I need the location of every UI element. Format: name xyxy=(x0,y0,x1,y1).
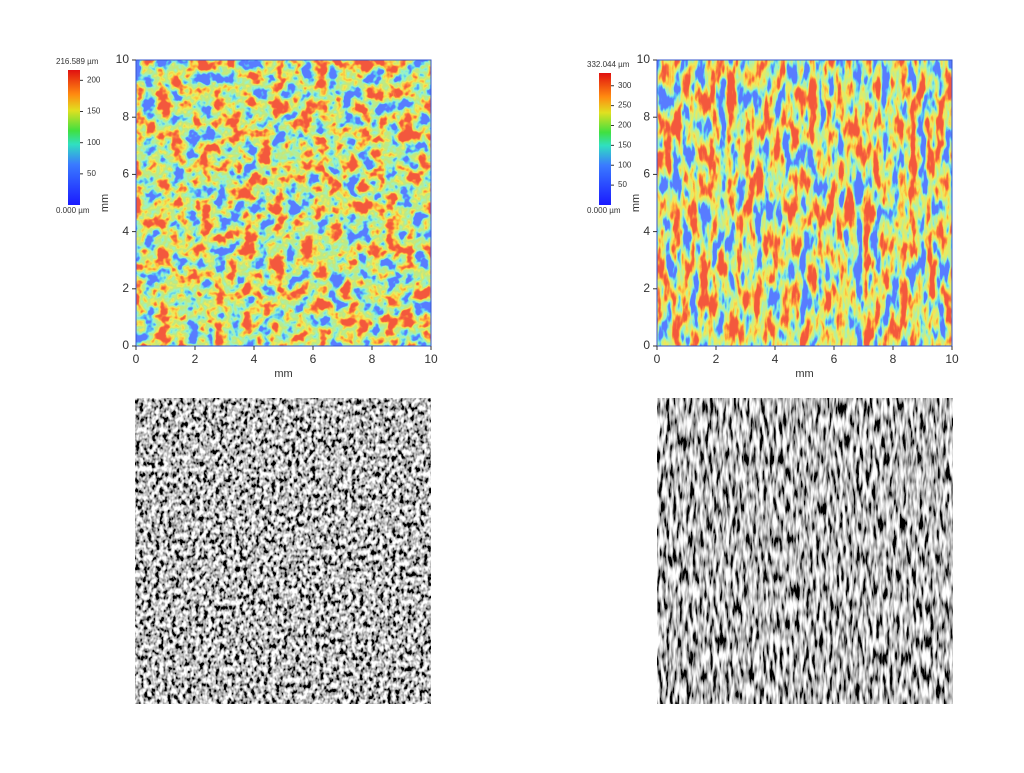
colorbar-tick-label: 200 xyxy=(87,75,101,84)
x-axis-label: mm xyxy=(274,368,292,380)
y-tick-label: 4 xyxy=(643,224,650,238)
colorbar xyxy=(599,73,611,205)
colorbar-tick-label: 50 xyxy=(87,169,96,178)
x-tick-label: 2 xyxy=(713,352,720,366)
x-tick-label: 0 xyxy=(654,352,661,366)
y-axis-label: mm xyxy=(99,194,111,212)
x-tick-label: 4 xyxy=(772,352,779,366)
colorbar-min: 0.000 µm xyxy=(587,206,621,215)
x-tick-label: 10 xyxy=(945,352,959,366)
y-tick-label: 4 xyxy=(122,224,129,238)
y-tick-label: 10 xyxy=(116,52,130,66)
grayscale-image xyxy=(657,398,953,704)
x-tick-label: 6 xyxy=(310,352,317,366)
y-tick-label: 0 xyxy=(643,338,650,352)
y-tick-label: 8 xyxy=(122,109,129,123)
colorbar-tick-label: 250 xyxy=(618,101,632,110)
y-tick-label: 0 xyxy=(122,338,129,352)
y-axis-label: mm xyxy=(630,194,642,212)
grayscale-image xyxy=(135,398,431,704)
colorbar-tick-label: 150 xyxy=(87,107,101,116)
y-tick-label: 6 xyxy=(122,167,129,181)
y-tick-label: 2 xyxy=(643,281,650,295)
colorbar xyxy=(68,70,80,205)
colorbar-max: 216.589 µm xyxy=(56,57,99,66)
x-tick-label: 4 xyxy=(251,352,258,366)
colorbar-tick-label: 100 xyxy=(618,160,632,169)
x-tick-label: 0 xyxy=(133,352,140,366)
y-tick-label: 10 xyxy=(637,52,651,66)
plot-frame xyxy=(135,59,432,347)
colorbar-tick-label: 150 xyxy=(618,140,632,149)
y-tick-label: 8 xyxy=(643,109,650,123)
colorbar-tick-label: 50 xyxy=(618,180,627,189)
x-tick-label: 2 xyxy=(192,352,199,366)
x-tick-label: 10 xyxy=(424,352,438,366)
x-tick-label: 8 xyxy=(369,352,376,366)
plot-frame xyxy=(656,59,953,347)
colorbar-tick-label: 300 xyxy=(618,81,632,90)
x-axis-label: mm xyxy=(795,368,813,380)
x-tick-label: 6 xyxy=(831,352,838,366)
colorbar-tick-label: 100 xyxy=(87,138,101,147)
colorbar-tick-label: 200 xyxy=(618,121,632,130)
y-tick-label: 2 xyxy=(122,281,129,295)
colorbar-min: 0.000 µm xyxy=(56,206,90,215)
height-map xyxy=(657,60,952,346)
height-map xyxy=(136,60,431,346)
colorbar-max: 332.044 µm xyxy=(587,60,630,69)
x-tick-label: 8 xyxy=(890,352,897,366)
y-tick-label: 6 xyxy=(643,167,650,181)
